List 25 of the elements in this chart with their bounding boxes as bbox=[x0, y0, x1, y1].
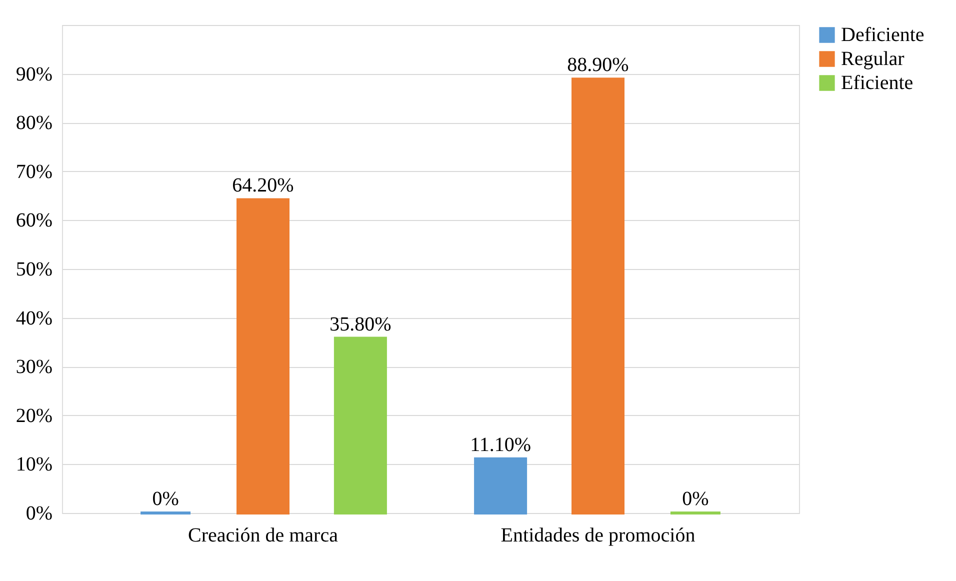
y-tick-label: 20% bbox=[16, 404, 52, 427]
y-tick-label: 40% bbox=[16, 307, 52, 330]
bar bbox=[236, 198, 290, 514]
data-label: 64.20% bbox=[232, 174, 294, 197]
y-tick-label: 0% bbox=[26, 502, 52, 524]
y-tick-label: 80% bbox=[16, 112, 52, 134]
y-tick-label: 10% bbox=[16, 454, 52, 476]
bar bbox=[572, 78, 624, 514]
legend-label: Regular bbox=[841, 48, 905, 70]
y-tick-label: 30% bbox=[16, 356, 52, 378]
x-tick-label: Creación de marca bbox=[188, 524, 338, 546]
y-tick-label: 70% bbox=[16, 160, 52, 183]
data-label: 0% bbox=[682, 488, 709, 510]
bar bbox=[474, 457, 528, 514]
data-label: 88.90% bbox=[567, 54, 629, 76]
legend-label: Deficiente bbox=[841, 24, 924, 46]
legend-label: Eficiente bbox=[841, 72, 914, 94]
x-tick-label: Entidades de promoción bbox=[500, 524, 696, 546]
y-tick-label: 60% bbox=[16, 210, 52, 232]
y-tick-label: 50% bbox=[16, 258, 52, 280]
data-label: 11.10% bbox=[470, 434, 532, 456]
data-label: 0% bbox=[152, 488, 179, 510]
bar bbox=[334, 336, 387, 514]
data-label: 35.80% bbox=[330, 313, 392, 336]
y-tick-label: 90% bbox=[16, 63, 52, 86]
